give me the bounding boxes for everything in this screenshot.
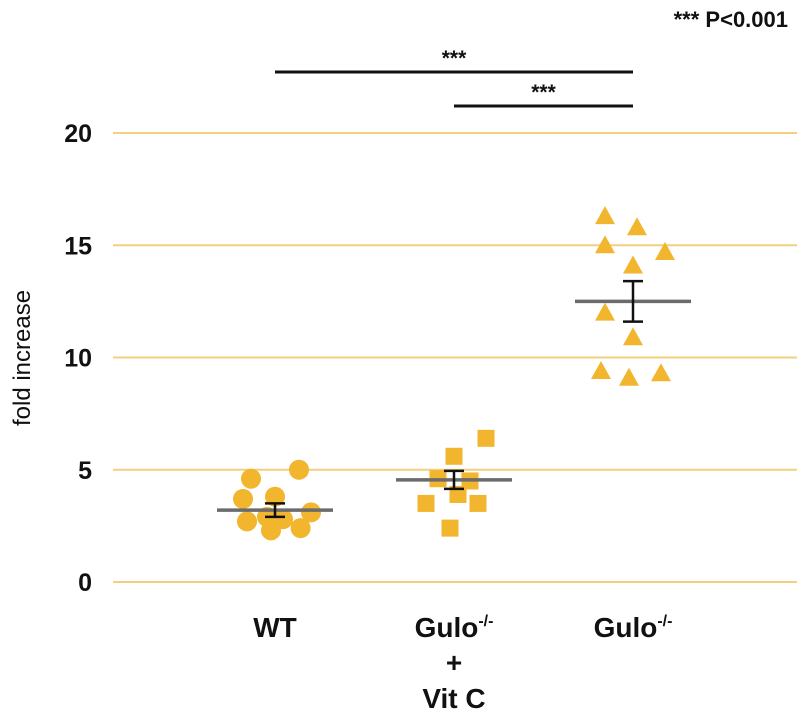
data-point-triangle — [595, 235, 615, 254]
data-point-triangle — [627, 217, 647, 236]
data-point-square — [477, 429, 495, 447]
data-point-square — [449, 485, 467, 503]
y-tick-label: 5 — [78, 457, 92, 485]
data-series — [217, 206, 691, 541]
data-point-triangle — [655, 241, 675, 260]
significance-label: *** — [531, 81, 556, 104]
data-point-triangle — [595, 302, 615, 321]
data-point-square — [441, 519, 459, 537]
y-tick-label: 10 — [64, 345, 92, 373]
data-point-circle — [233, 488, 253, 509]
data-point-circle — [289, 459, 309, 480]
data-point-triangle — [619, 367, 639, 386]
data-point-triangle — [623, 327, 643, 346]
significance-brackets: *** *** — [275, 47, 633, 108]
category-label: WT — [253, 612, 297, 643]
data-point-circle — [290, 518, 311, 539]
grid — [113, 132, 797, 583]
data-point-square — [417, 494, 435, 512]
data-point-triangle — [595, 206, 615, 225]
series-2 — [396, 429, 512, 537]
series-1 — [217, 459, 333, 541]
y-tick-label: 15 — [64, 232, 92, 260]
data-point-square — [469, 494, 487, 512]
data-point-triangle — [623, 255, 643, 274]
p-value-note: *** P<0.001 — [674, 7, 788, 32]
data-point-circle — [301, 502, 321, 523]
y-tick-label: 20 — [64, 120, 92, 148]
category-label-line: + — [446, 647, 462, 678]
series-3 — [575, 206, 691, 386]
data-point-circle — [241, 468, 261, 489]
y-axis-label: fold increase — [9, 290, 36, 426]
category-label-line: Vit C — [422, 683, 485, 714]
data-point-square — [445, 447, 463, 465]
x-axis-categories: WT Gulo-/- + Vit C Gulo-/- — [253, 612, 672, 714]
y-tick-label: 0 — [78, 569, 92, 597]
category-label: Gulo-/- — [594, 612, 673, 643]
category-label: Gulo-/- — [415, 612, 494, 643]
data-point-circle — [237, 511, 257, 532]
data-point-triangle — [591, 360, 611, 379]
significance-label: *** — [442, 47, 467, 70]
y-axis-ticks: 0 5 10 15 20 — [64, 120, 92, 597]
data-point-circle — [265, 486, 285, 507]
data-point-triangle — [651, 363, 671, 382]
data-point-circle — [273, 509, 293, 530]
